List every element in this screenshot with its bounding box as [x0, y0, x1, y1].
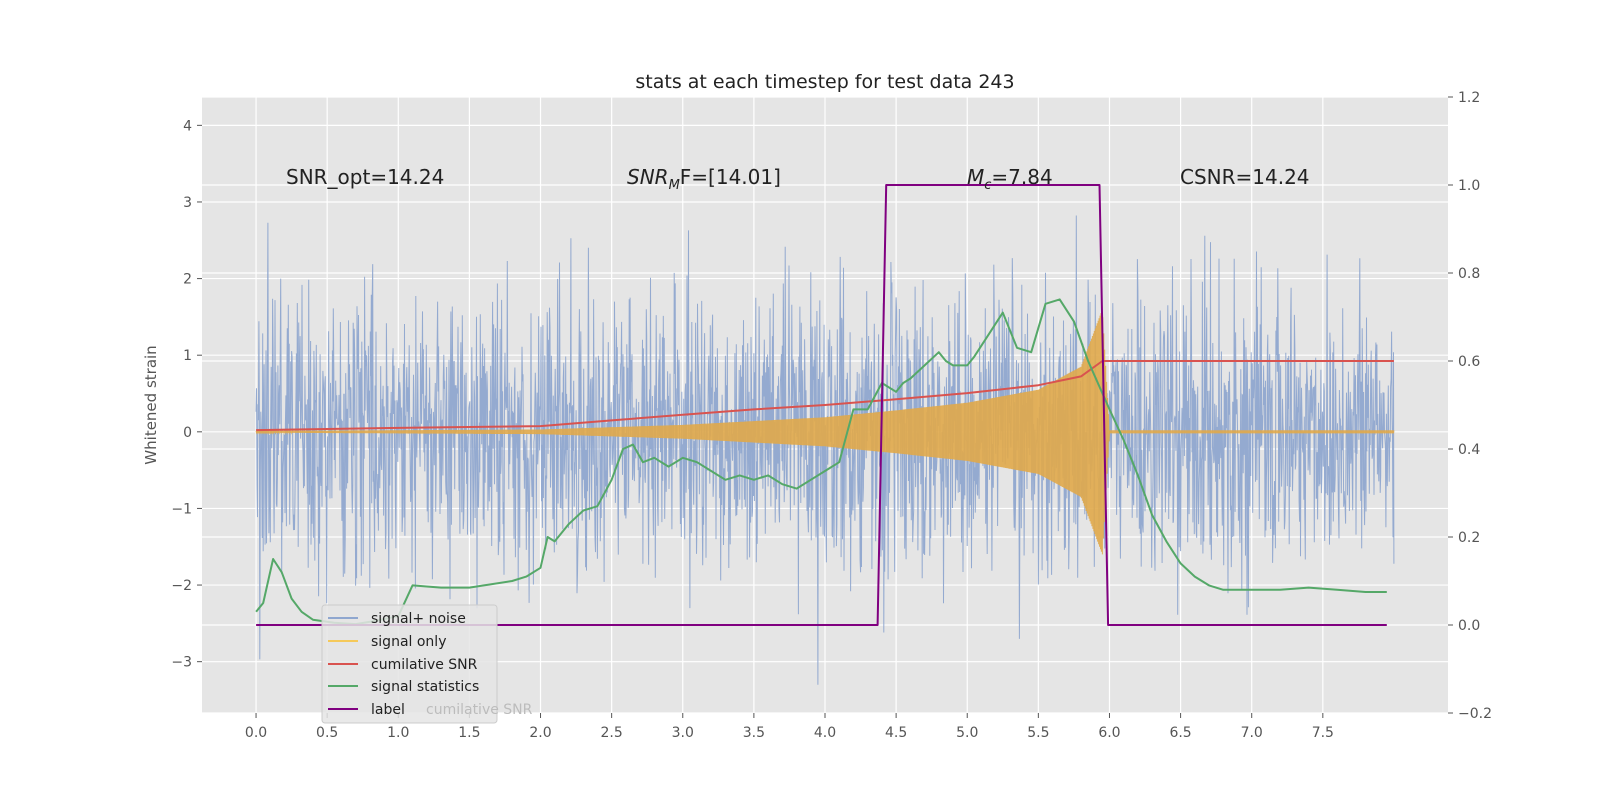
x-tick-label: 6.5 — [1169, 725, 1191, 741]
y-tick-label: −1 — [171, 501, 192, 517]
y-tick-label: −3 — [171, 655, 192, 671]
legend-label-signal-statistics: signal statistics — [371, 679, 479, 695]
lines-layer — [255, 184, 1395, 626]
annotation-snr-mf-sub: M — [669, 178, 680, 193]
y2-tick-label: 0.8 — [1458, 266, 1480, 282]
y2-tick-label: 0.4 — [1458, 442, 1480, 458]
series-signal-statistics — [255, 298, 1387, 626]
y-axis-ticks: −3 −2 −1 0 1 2 3 4 — [171, 118, 202, 671]
x-tick-label: 4.5 — [885, 725, 907, 741]
x-tick-label: 0.5 — [316, 725, 338, 741]
y2-tick-label: 1.2 — [1458, 90, 1480, 106]
annotation-chirp-mass-main: M — [967, 165, 984, 189]
x-tick-label: 4.0 — [814, 725, 836, 741]
legend-label-label: label — [371, 702, 405, 718]
x-tick-label: 2.0 — [529, 725, 551, 741]
annotation-snr-opt: SNR_opt=14.24 — [286, 165, 444, 189]
x-tick-label: 2.5 — [601, 725, 623, 741]
annotation-chirp-mass: Mc=7.84 — [967, 165, 1053, 193]
x-tick-label: 5.0 — [956, 725, 978, 741]
y2-tick-label: 0.0 — [1458, 618, 1480, 634]
x-tick-label: 3.0 — [672, 725, 694, 741]
legend-box — [321, 604, 498, 724]
x-tick-label: 6.0 — [1098, 725, 1120, 741]
series-signal-only — [255, 310, 1395, 555]
annotation-chirp-mass-tail: =7.84 — [991, 165, 1052, 189]
legend-label-cumilative-snr: cumilative SNR — [371, 657, 478, 673]
y-axis-label: Whitened strain — [142, 345, 160, 464]
x-tick-label: 3.5 — [743, 725, 765, 741]
y-tick-label: 2 — [183, 272, 192, 288]
annotation-snr-mf: SNRMF=[14.01] — [627, 165, 781, 193]
series-cumilative-snr — [256, 360, 1394, 432]
legend-hidden-text: cumilative SNR — [426, 702, 533, 718]
annotation-snr-mf-tail: F=[14.01] — [680, 165, 781, 189]
x-tick-label: 0.0 — [245, 725, 267, 741]
y-tick-label: 1 — [183, 348, 192, 364]
annotation-chirp-mass-sub: c — [984, 178, 991, 193]
series-label — [256, 184, 1387, 626]
y-tick-label: −2 — [171, 578, 192, 594]
annotation-csnr: CSNR=14.24 — [1180, 165, 1310, 189]
annotation-snr-mf-main: SNR — [627, 165, 669, 189]
chart-title: stats at each timestep for test data 243 — [635, 71, 1014, 93]
legend: cumilative SNR signal+ noise signal only… — [321, 604, 533, 724]
x-tick-label: 7.0 — [1241, 725, 1263, 741]
x-tick-label: 5.5 — [1027, 725, 1049, 741]
y-tick-label: 0 — [183, 425, 192, 441]
y2-tick-label: −0.2 — [1458, 706, 1492, 722]
x-tick-label: 1.0 — [387, 725, 409, 741]
annotations: SNR_opt=14.24 SNRMF=[14.01] Mc=7.84 CSNR… — [286, 165, 1310, 193]
y2-tick-label: 0.2 — [1458, 530, 1480, 546]
legend-label-signal-noise: signal+ noise — [371, 611, 466, 627]
x-tick-label: 1.5 — [458, 725, 480, 741]
y2-axis-ticks: −0.2 0.0 0.2 0.4 0.6 0.8 1.0 1.2 — [1448, 90, 1492, 722]
x-axis-ticks: 0.0 0.5 1.0 1.5 2.0 2.5 3.0 3.5 4.0 4.5 5.0 5.5 6.0 6… — [245, 713, 1334, 741]
y2-tick-label: 1.0 — [1458, 178, 1480, 194]
y-tick-label: 3 — [183, 195, 192, 211]
x-tick-label: 7.5 — [1312, 725, 1334, 741]
y-tick-label: 4 — [183, 118, 192, 134]
legend-label-signal-only: signal only — [371, 634, 446, 650]
y2-tick-label: 0.6 — [1458, 354, 1480, 370]
